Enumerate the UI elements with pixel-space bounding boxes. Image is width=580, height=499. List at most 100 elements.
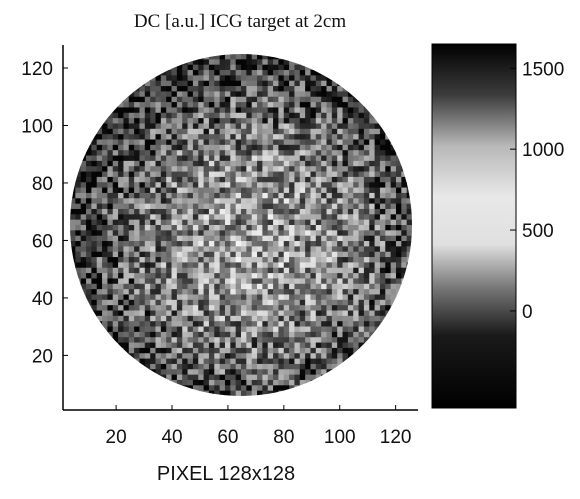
heatmap-cell — [379, 139, 386, 146]
heatmap-cell — [353, 267, 359, 274]
heatmap-cell — [241, 214, 247, 221]
heatmap-cell — [241, 123, 247, 130]
heatmap-cell — [150, 198, 156, 205]
heatmap-cell — [347, 315, 354, 322]
heatmap-cell — [208, 75, 215, 82]
heatmap-cell — [192, 182, 199, 188]
heatmap-cell — [278, 134, 285, 140]
heatmap-cell — [369, 337, 375, 343]
heatmap-cell — [305, 91, 311, 98]
heatmap-cell — [150, 219, 156, 226]
heatmap-cell — [139, 363, 146, 370]
heatmap-cell — [198, 246, 204, 253]
heatmap-cell — [128, 337, 135, 343]
heatmap-cell — [144, 235, 151, 242]
heatmap-cell — [219, 54, 226, 60]
heatmap-cell — [299, 326, 306, 333]
heatmap-cell — [251, 208, 258, 215]
heatmap-cell — [379, 246, 386, 253]
heatmap-cell — [390, 171, 397, 178]
heatmap-cell — [326, 123, 333, 130]
heatmap-cell — [299, 91, 306, 98]
heatmap-cell — [262, 241, 269, 247]
heatmap-cell — [224, 251, 231, 258]
heatmap-cell — [283, 182, 290, 188]
heatmap-cell — [112, 321, 119, 327]
heatmap-cell — [134, 347, 140, 354]
heatmap-cell — [102, 251, 108, 258]
heatmap-cell — [310, 305, 317, 311]
heatmap-cell — [208, 182, 215, 188]
heatmap-cell — [289, 337, 295, 343]
heatmap-cell — [198, 187, 204, 194]
heatmap-cell — [273, 192, 279, 199]
heatmap-cell — [171, 171, 178, 178]
heatmap-cell — [273, 70, 279, 76]
heatmap-cell — [363, 198, 370, 205]
heatmap-cell — [353, 305, 359, 311]
heatmap-cell — [337, 305, 343, 311]
heatmap-cell — [241, 155, 247, 162]
heatmap-cell — [150, 80, 156, 87]
heatmap-cell — [347, 160, 354, 167]
heatmap-cell — [144, 230, 151, 237]
heatmap-cell — [299, 139, 306, 146]
heatmap-cell — [235, 208, 242, 215]
heatmap-cell — [331, 363, 338, 370]
heatmap-cell — [363, 251, 370, 258]
heatmap-cell — [262, 80, 269, 87]
heatmap-cell — [155, 70, 162, 76]
heatmap-cell — [155, 331, 162, 338]
heatmap-cell — [257, 91, 263, 98]
heatmap-cell — [390, 203, 397, 210]
heatmap-cell — [246, 102, 253, 108]
heatmap-cell — [203, 374, 210, 381]
heatmap-cell — [289, 214, 295, 221]
heatmap-cell — [278, 390, 285, 396]
y-tick-label: 60 — [32, 231, 53, 252]
heatmap-cell — [198, 160, 204, 167]
heatmap-cell — [118, 262, 124, 269]
heatmap-cell — [241, 347, 247, 354]
heatmap-cell — [160, 112, 167, 119]
heatmap-cell — [283, 315, 290, 322]
heatmap-cell — [315, 278, 322, 285]
heatmap-cell — [171, 273, 178, 279]
heatmap-cell — [144, 363, 151, 370]
heatmap-cell — [321, 75, 327, 82]
heatmap-cell — [219, 390, 226, 396]
heatmap-cell — [278, 321, 285, 327]
heatmap-cell — [224, 155, 231, 162]
heatmap-cell — [214, 102, 221, 108]
heatmap-cell — [198, 96, 204, 103]
heatmap-cell — [208, 358, 215, 365]
heatmap-cell — [278, 353, 285, 359]
heatmap-cell — [224, 358, 231, 365]
heatmap-cell — [107, 299, 114, 306]
heatmap-cell — [198, 208, 204, 215]
heatmap-cell — [155, 187, 162, 194]
heatmap-cell — [241, 305, 247, 311]
heatmap-cell — [224, 262, 231, 269]
heatmap-cell — [390, 257, 397, 263]
heatmap-cell — [241, 251, 247, 258]
heatmap-cell — [321, 150, 327, 156]
heatmap-cell — [262, 214, 269, 221]
heatmap-cell — [208, 139, 215, 146]
heatmap-cell — [257, 363, 263, 370]
heatmap-cell — [107, 235, 114, 242]
heatmap-cell — [273, 235, 279, 242]
heatmap-cell — [214, 353, 221, 359]
heatmap-cell — [123, 96, 130, 103]
heatmap-cell — [118, 123, 124, 130]
heatmap-cell — [219, 112, 226, 119]
heatmap-cell — [278, 342, 285, 349]
heatmap-cell — [139, 150, 146, 156]
heatmap-cell — [192, 166, 199, 172]
heatmap-cell — [315, 289, 322, 295]
heatmap-cell — [171, 155, 178, 162]
heatmap-cell — [80, 278, 87, 285]
heatmap-cell — [107, 155, 114, 162]
heatmap-cell — [118, 257, 124, 263]
heatmap-cell — [123, 219, 130, 226]
